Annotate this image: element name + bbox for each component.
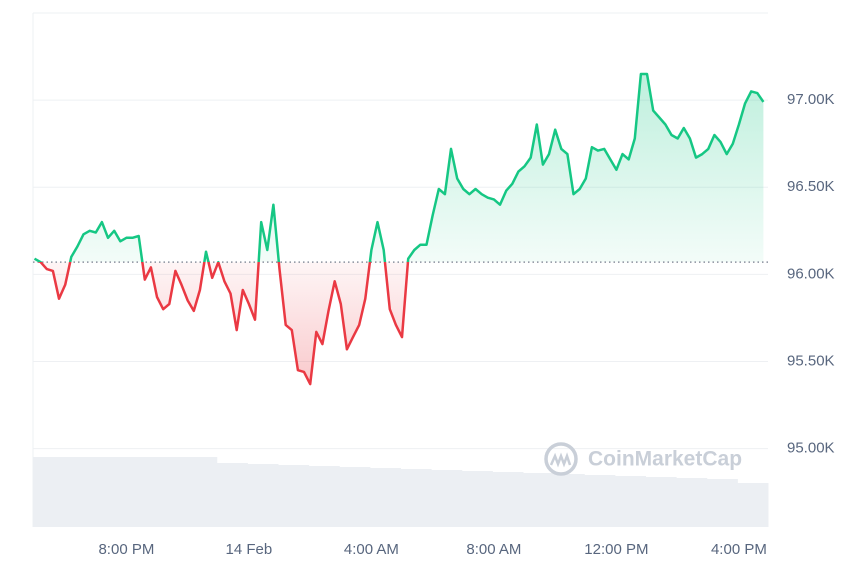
volume-bar bbox=[461, 471, 493, 527]
volume-bar bbox=[369, 468, 401, 527]
volume-bar bbox=[216, 463, 248, 527]
volume-bar bbox=[553, 474, 585, 527]
x-tick-label: 12:00 PM bbox=[584, 541, 648, 558]
y-tick-label: 95.50K bbox=[787, 352, 835, 369]
volume-bar bbox=[247, 464, 279, 527]
y-tick-label: 95.00K bbox=[787, 440, 835, 457]
volume-bar bbox=[308, 466, 340, 527]
volume-bar bbox=[676, 478, 708, 527]
watermark: CoinMarketCap bbox=[544, 442, 742, 476]
volume-bar bbox=[94, 457, 126, 527]
volume-bar bbox=[645, 477, 677, 527]
y-tick-label: 97.00K bbox=[787, 91, 835, 108]
volume-bar bbox=[431, 470, 463, 527]
volume-bar bbox=[186, 457, 218, 527]
volume-bar bbox=[523, 473, 555, 527]
volume-bar bbox=[155, 457, 187, 527]
volume-bar bbox=[278, 465, 310, 527]
x-tick-label: 4:00 PM bbox=[711, 541, 767, 558]
volume-bar bbox=[400, 469, 432, 527]
volume-bar bbox=[492, 472, 524, 527]
x-tick-label: 8:00 PM bbox=[98, 541, 154, 558]
y-tick-label: 96.50K bbox=[787, 178, 835, 195]
area-down bbox=[40, 262, 408, 385]
watermark-text: CoinMarketCap bbox=[588, 448, 742, 471]
volume-bar bbox=[33, 457, 65, 527]
x-tick-label: 14 Feb bbox=[226, 541, 273, 558]
x-tick-label: 8:00 AM bbox=[466, 541, 521, 558]
volume-bar bbox=[63, 457, 95, 527]
price-line bbox=[33, 72, 765, 386]
volume-bar bbox=[124, 457, 156, 527]
x-tick-label: 4:00 AM bbox=[344, 541, 399, 558]
volume-bar bbox=[339, 467, 371, 527]
volume-bar bbox=[706, 479, 738, 527]
volume-bar bbox=[737, 483, 769, 527]
volume-bar bbox=[614, 476, 646, 527]
volume-bar bbox=[584, 475, 616, 527]
area-up bbox=[34, 74, 764, 263]
y-tick-label: 96.00K bbox=[787, 265, 835, 282]
